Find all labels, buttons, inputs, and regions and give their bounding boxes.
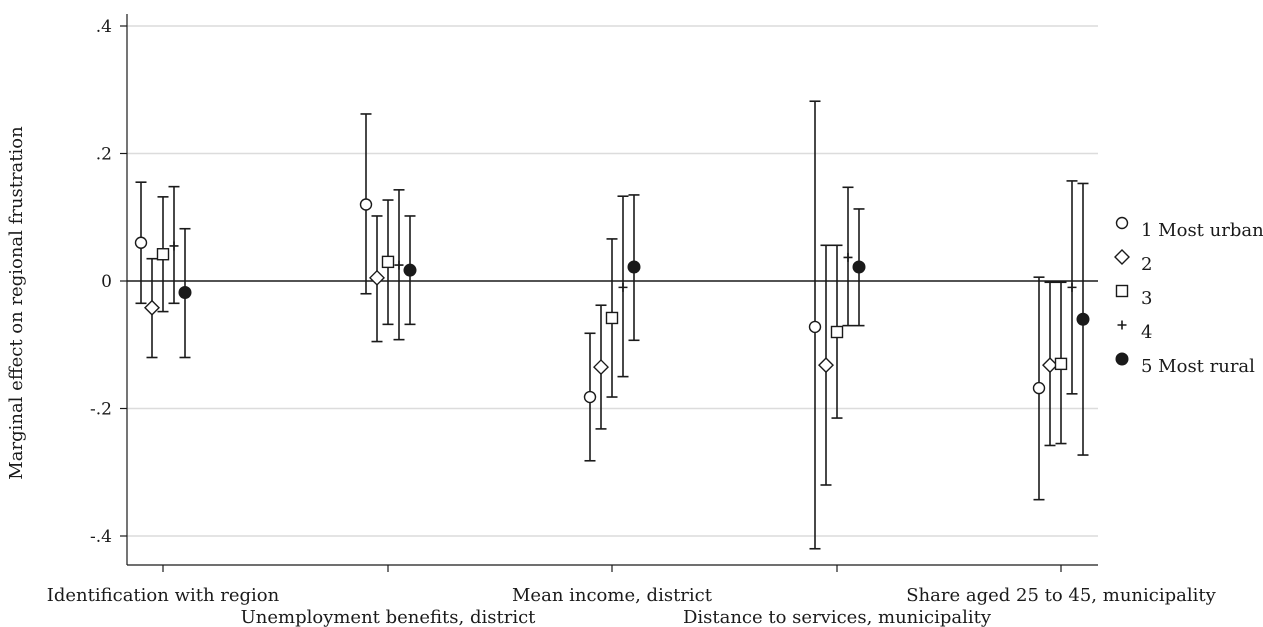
x-category-label: Identification with region — [47, 585, 280, 606]
y-tick-label: .4 — [96, 17, 112, 37]
data-point-group — [168, 185, 180, 305]
marker-circle — [134, 236, 148, 249]
x-category-label: Unemployment benefits, district — [241, 607, 537, 627]
data-point-group — [1042, 281, 1058, 447]
x-category-label: Share aged 25 to 45, municipality — [906, 585, 1216, 606]
data-point-group — [852, 208, 866, 327]
marker-circle — [359, 198, 373, 211]
x-category-label: Distance to services, municipality — [683, 607, 992, 627]
y-tick-label: 0 — [101, 272, 112, 292]
legend-item: 1 Most urban — [1115, 216, 1263, 241]
data-point-group — [1054, 281, 1068, 445]
y-tick-label: -.2 — [90, 400, 112, 420]
marker-plus — [394, 260, 404, 270]
marker-diamond — [818, 357, 834, 374]
data-point-group — [818, 244, 834, 486]
legend: 1 Most urban 2 3 4 5 Most rural — [1114, 216, 1263, 377]
marker-circle — [1032, 381, 1046, 395]
legend-label: 1 Most urban — [1141, 220, 1263, 241]
marker-diamond — [1042, 357, 1058, 374]
legend-item: 2 — [1114, 249, 1152, 275]
data-point-group — [359, 113, 373, 295]
data-point-group — [144, 257, 160, 359]
marker-circle — [1115, 216, 1129, 230]
data-point-group — [627, 194, 641, 342]
data-point-group — [381, 199, 395, 326]
marker-diamond — [1114, 249, 1130, 265]
marker-plus — [169, 241, 179, 251]
data-point-group — [156, 196, 170, 313]
data-point-group — [583, 332, 597, 462]
data-point-group — [1076, 182, 1090, 456]
marker-plus — [843, 252, 853, 262]
data-point-group — [134, 181, 148, 305]
data-point-group — [178, 227, 192, 359]
legend-label: 3 — [1141, 288, 1152, 309]
marker-square — [830, 325, 844, 339]
data-point-group — [808, 100, 822, 550]
data-point-group — [369, 215, 385, 343]
data-point-group — [830, 244, 844, 419]
marker-square — [381, 255, 395, 269]
marker-filled-circle — [1115, 352, 1129, 366]
marker-filled-circle — [403, 263, 417, 277]
marker-square — [156, 248, 170, 261]
data-point-group — [1032, 276, 1046, 501]
data-point-group — [1066, 180, 1078, 395]
marker-filled-circle — [627, 260, 641, 274]
data-point-group — [393, 189, 405, 341]
legend-item: 4 — [1117, 320, 1152, 343]
data-point-group — [403, 215, 417, 326]
y-tick-label: -.4 — [90, 527, 112, 547]
marker-filled-circle — [852, 260, 866, 274]
data-point-group — [617, 195, 629, 378]
legend-item: 5 Most rural — [1115, 352, 1255, 377]
marker-square — [1115, 284, 1129, 298]
marker-filled-circle — [1076, 312, 1090, 326]
marker-filled-circle — [178, 285, 192, 299]
marker-diamond — [369, 269, 385, 286]
marker-plus — [1067, 282, 1077, 292]
marker-square — [1054, 357, 1068, 371]
marker-circle — [808, 320, 822, 334]
chart-marks — [134, 100, 1090, 550]
legend-item: 3 — [1115, 284, 1152, 309]
axes: .4 .2 0 -.2 -.4 Identification with regionUne… — [47, 14, 1217, 627]
marker-diamond — [144, 299, 160, 316]
legend-label: 5 Most rural — [1141, 356, 1255, 377]
data-point-group — [842, 186, 854, 327]
marker-diamond — [593, 359, 609, 376]
marker-circle — [583, 390, 597, 404]
marker-square — [605, 311, 619, 325]
marker-plus — [1117, 320, 1127, 330]
legend-label: 2 — [1141, 254, 1152, 275]
x-category-label: Mean income, district — [512, 585, 713, 606]
data-point-group — [605, 238, 619, 398]
marker-plus — [618, 282, 628, 292]
y-tick-label: .2 — [96, 145, 112, 165]
data-point-group — [593, 304, 609, 430]
y-axis-title: Marginal effect on regional frustration — [6, 126, 27, 480]
legend-label: 4 — [1141, 322, 1152, 343]
